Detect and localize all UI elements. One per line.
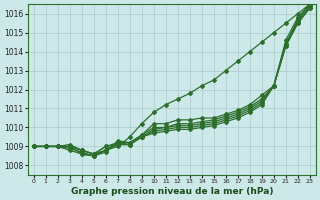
X-axis label: Graphe pression niveau de la mer (hPa): Graphe pression niveau de la mer (hPa) (70, 187, 273, 196)
